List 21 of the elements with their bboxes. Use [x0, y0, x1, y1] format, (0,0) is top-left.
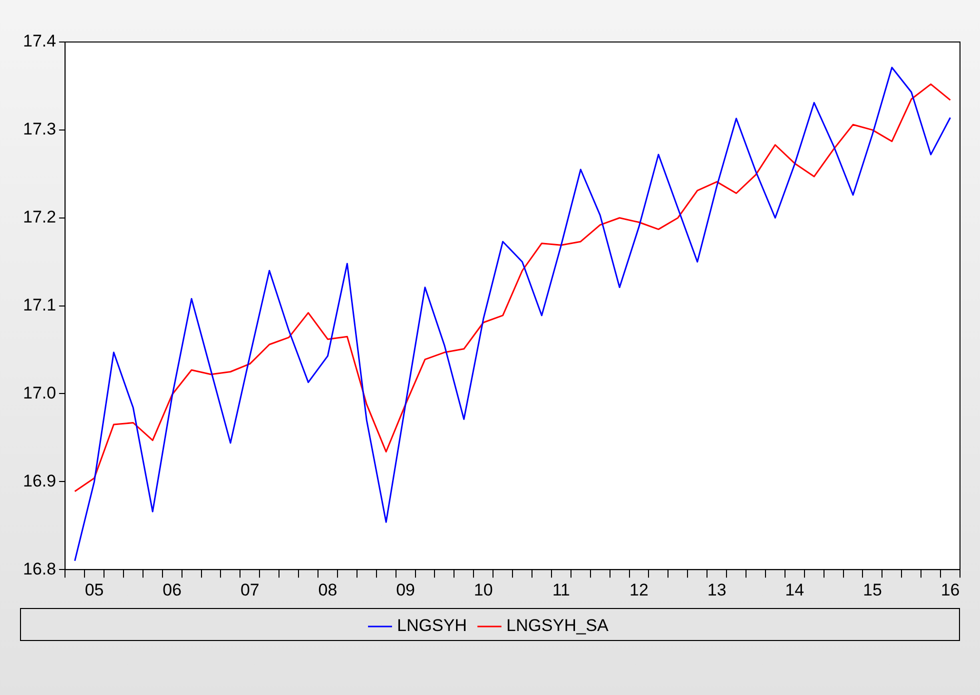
x-tick-label: 11 [552, 580, 570, 600]
x-tick-label: 07 [240, 580, 260, 600]
y-tick-label: 17.4 [22, 32, 56, 51]
x-tick-label: 16 [940, 580, 960, 600]
legend-label: LNGSYH_SA [506, 616, 610, 636]
y-tick-label: 16.8 [22, 559, 56, 578]
y-tick-label: 17.1 [22, 295, 56, 314]
y-tick-label: 17.2 [22, 208, 56, 227]
x-tick-label: 08 [318, 580, 338, 600]
x-tick-label: 12 [630, 580, 648, 600]
x-tick-label: 13 [707, 580, 726, 600]
legend-label: LNGSYH [397, 616, 467, 636]
x-tick-label: 05 [84, 580, 104, 600]
x-tick-label: 06 [162, 580, 182, 600]
y-tick-label: 17.3 [22, 120, 56, 139]
y-tick-label: 17.0 [22, 383, 56, 402]
x-tick-label: 10 [474, 580, 493, 600]
y-tick-label: 16.9 [22, 471, 56, 490]
x-tick-label: 09 [396, 580, 416, 600]
x-tick-label: 15 [862, 580, 882, 600]
x-tick-label: 14 [785, 580, 804, 600]
